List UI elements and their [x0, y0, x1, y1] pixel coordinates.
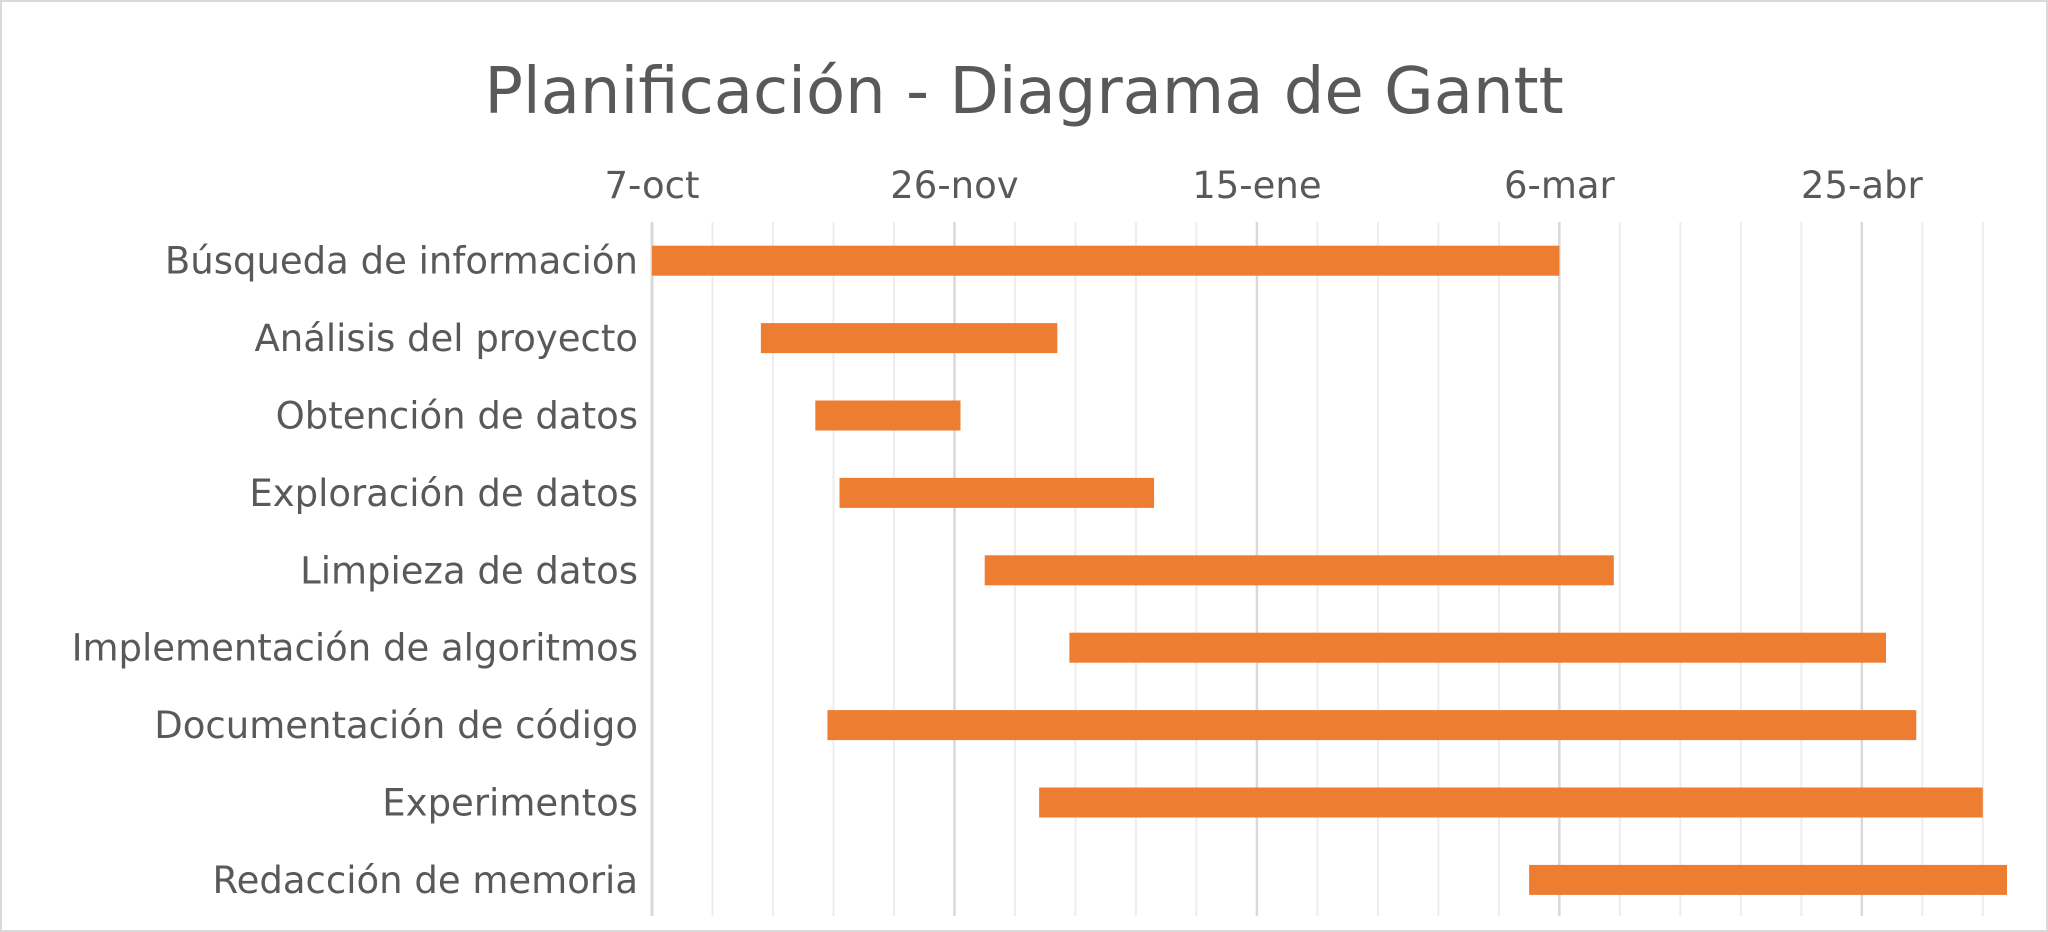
task-label: Redacción de memoria — [213, 859, 638, 902]
x-tick-label: 26-nov — [890, 164, 1018, 207]
x-tick-label: 15-ene — [1192, 164, 1321, 207]
tick-labels: 7-oct 26-nov 15-ene 6-mar 25-abr — [604, 164, 1923, 207]
task-label: Implementación de algoritmos — [72, 627, 638, 670]
task-bar — [815, 400, 961, 431]
task-bar — [1069, 632, 1887, 663]
x-tick-label: 6-mar — [1504, 164, 1616, 207]
task-bar — [652, 245, 1560, 276]
task-label: Obtención de datos — [276, 395, 638, 438]
task-label: Documentación de código — [154, 704, 638, 747]
task-label: Análisis del proyecto — [254, 317, 638, 360]
task-bar — [760, 323, 1058, 354]
task-bar — [984, 555, 1614, 586]
task-bar — [1039, 787, 1983, 818]
task-labels: Búsqueda de información Análisis del proy… — [72, 240, 638, 902]
x-tick-label: 7-oct — [604, 164, 699, 207]
task-bars — [652, 245, 2007, 895]
chart-title: Planificación - Diagrama de Gantt — [484, 55, 1564, 129]
task-bar — [1529, 864, 2007, 895]
task-bar — [839, 477, 1155, 508]
task-label: Experimentos — [382, 782, 638, 825]
task-label: Limpieza de datos — [300, 549, 638, 592]
task-bar — [827, 710, 1917, 741]
x-tick-label: 25-abr — [1801, 164, 1924, 207]
task-label: Exploración de datos — [249, 472, 638, 515]
task-label: Búsqueda de información — [165, 240, 638, 283]
